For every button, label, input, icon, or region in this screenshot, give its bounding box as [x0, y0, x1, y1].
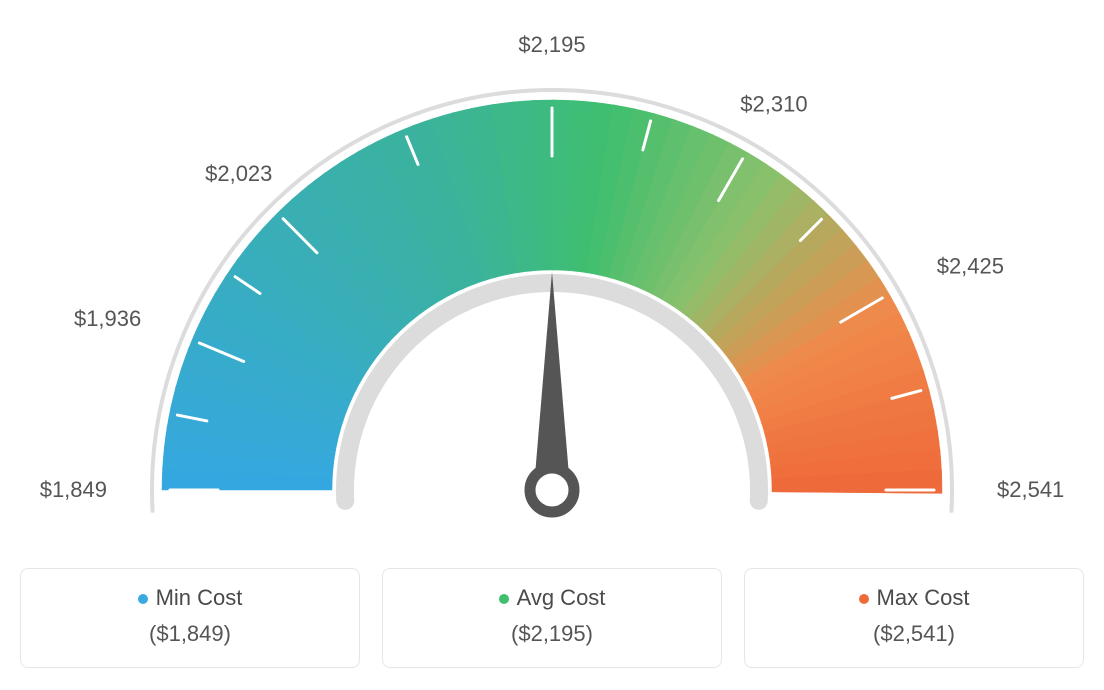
gauge-tick-label: $2,023	[205, 161, 272, 186]
gauge-area: $1,849 $1,936 $2,023 $2,195 $2,310 $2,425 $2,5…	[20, 20, 1084, 540]
max-cost-value: ($2,541)	[765, 621, 1063, 647]
avg-cost-card: Avg Cost ($2,195)	[382, 568, 722, 668]
gauge-needle-pivot	[530, 468, 574, 512]
cost-gauge-widget: $1,849 $1,936 $2,023 $2,195 $2,310 $2,425 $2,5…	[20, 20, 1084, 668]
min-cost-title: Min Cost	[41, 585, 339, 611]
cost-cards-row: Min Cost ($1,849) Avg Cost ($2,195) Max …	[20, 568, 1084, 668]
gauge-tick-label: $2,541	[997, 477, 1064, 502]
min-cost-value: ($1,849)	[41, 621, 339, 647]
avg-cost-title: Avg Cost	[403, 585, 701, 611]
gauge-tick-label: $1,936	[74, 306, 141, 331]
max-dot-icon	[859, 594, 869, 604]
max-cost-title: Max Cost	[765, 585, 1063, 611]
min-cost-card: Min Cost ($1,849)	[20, 568, 360, 668]
gauge-tick-label: $2,195	[518, 32, 585, 57]
min-dot-icon	[138, 594, 148, 604]
max-cost-label: Max Cost	[877, 585, 970, 610]
avg-cost-value: ($2,195)	[403, 621, 701, 647]
gauge-tick-label: $1,849	[40, 477, 107, 502]
avg-cost-label: Avg Cost	[517, 585, 606, 610]
min-cost-label: Min Cost	[156, 585, 243, 610]
gauge-tick-label: $2,425	[937, 253, 1004, 278]
avg-dot-icon	[499, 594, 509, 604]
gauge-chart: $1,849 $1,936 $2,023 $2,195 $2,310 $2,425 $2,5…	[32, 20, 1072, 540]
max-cost-card: Max Cost ($2,541)	[744, 568, 1084, 668]
gauge-tick-label: $2,310	[740, 91, 807, 116]
